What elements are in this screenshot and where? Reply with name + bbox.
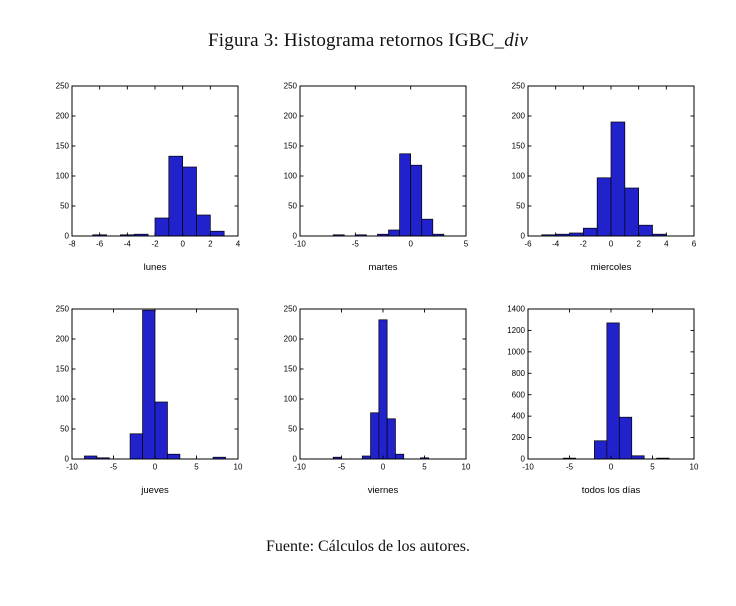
svg-text:200: 200 bbox=[284, 112, 298, 121]
svg-text:0: 0 bbox=[180, 240, 185, 249]
svg-text:150: 150 bbox=[56, 365, 70, 374]
svg-text:-2: -2 bbox=[151, 240, 159, 249]
svg-text:-6: -6 bbox=[524, 240, 532, 249]
svg-text:50: 50 bbox=[288, 425, 297, 434]
svg-text:100: 100 bbox=[512, 172, 526, 181]
histogram-panel-todos-los-dias: -10 -5 0 5 10 0 200 400 600 800 1000 1200 1400 todos… bbox=[490, 301, 702, 496]
histogram-panel-viernes: -10 -5 0 5 10 0 50 100 150 200 250 viernes bbox=[262, 301, 474, 496]
svg-text:10: 10 bbox=[234, 463, 243, 472]
svg-text:-5: -5 bbox=[566, 463, 574, 472]
svg-text:5: 5 bbox=[650, 463, 655, 472]
svg-text:6: 6 bbox=[692, 240, 697, 249]
x-axis-label-jueves: jueves bbox=[141, 485, 169, 496]
svg-text:200: 200 bbox=[56, 112, 70, 121]
svg-text:200: 200 bbox=[512, 433, 526, 442]
svg-text:100: 100 bbox=[284, 172, 298, 181]
svg-text:-5: -5 bbox=[110, 463, 118, 472]
svg-text:-5: -5 bbox=[352, 240, 360, 249]
x-axis-label-viernes: viernes bbox=[367, 485, 399, 496]
svg-text:0: 0 bbox=[153, 463, 158, 472]
svg-text:10: 10 bbox=[690, 463, 699, 472]
svg-text:5: 5 bbox=[194, 463, 199, 472]
svg-text:-4: -4 bbox=[552, 240, 560, 249]
figure-title-text: Figura 3: Histograma retornos IGBC_ bbox=[208, 30, 505, 51]
svg-text:10: 10 bbox=[462, 463, 471, 472]
svg-text:250: 250 bbox=[284, 305, 298, 314]
histogram-panel-martes: -10 -5 0 5 0 50 100 150 200 250 martes bbox=[262, 78, 474, 273]
svg-text:-5: -5 bbox=[338, 463, 346, 472]
svg-text:1200: 1200 bbox=[507, 326, 525, 335]
histogram-panel-jueves: -10 -5 0 5 10 0 50 100 150 200 250 jueves bbox=[34, 301, 246, 496]
svg-text:4: 4 bbox=[236, 240, 241, 249]
x-axis-label-lunes: lunes bbox=[143, 262, 167, 273]
svg-text:-10: -10 bbox=[294, 240, 306, 249]
svg-text:150: 150 bbox=[56, 142, 70, 151]
svg-text:200: 200 bbox=[56, 335, 70, 344]
svg-text:150: 150 bbox=[284, 365, 298, 374]
svg-text:100: 100 bbox=[56, 395, 70, 404]
svg-text:0: 0 bbox=[381, 463, 386, 472]
svg-text:200: 200 bbox=[284, 335, 298, 344]
svg-text:150: 150 bbox=[284, 142, 298, 151]
svg-text:-2: -2 bbox=[580, 240, 588, 249]
svg-text:0: 0 bbox=[408, 240, 413, 249]
svg-text:2: 2 bbox=[208, 240, 213, 249]
svg-text:0: 0 bbox=[609, 240, 614, 249]
figure-title-italic: div bbox=[504, 30, 528, 51]
svg-text:0: 0 bbox=[293, 232, 298, 241]
svg-text:250: 250 bbox=[284, 82, 298, 91]
svg-text:250: 250 bbox=[56, 305, 70, 314]
svg-text:4: 4 bbox=[664, 240, 669, 249]
histogram-panel-miercoles: -6 -4 -2 0 2 4 6 0 50 100 150 200 250 miercoles bbox=[490, 78, 702, 273]
svg-text:800: 800 bbox=[512, 369, 526, 378]
svg-text:250: 250 bbox=[56, 82, 70, 91]
x-axis-label-todos-los-dias: todos los días bbox=[581, 485, 641, 496]
svg-text:400: 400 bbox=[512, 412, 526, 421]
svg-text:0: 0 bbox=[609, 463, 614, 472]
x-axis-label-miercoles: miercoles bbox=[590, 262, 632, 273]
svg-text:0: 0 bbox=[521, 455, 526, 464]
svg-text:0: 0 bbox=[521, 232, 526, 241]
svg-text:-6: -6 bbox=[96, 240, 104, 249]
svg-text:0: 0 bbox=[65, 232, 70, 241]
svg-text:0: 0 bbox=[293, 455, 298, 464]
histogram-lunes-chart: -8 -6 -4 -2 0 2 4 0 50 100 150 200 250 bbox=[56, 82, 241, 249]
svg-text:50: 50 bbox=[516, 202, 525, 211]
svg-text:50: 50 bbox=[288, 202, 297, 211]
svg-text:5: 5 bbox=[422, 463, 427, 472]
svg-text:100: 100 bbox=[284, 395, 298, 404]
svg-text:-10: -10 bbox=[522, 463, 534, 472]
svg-text:-4: -4 bbox=[124, 240, 132, 249]
svg-text:150: 150 bbox=[512, 142, 526, 151]
histogram-grid: -8 -6 -4 -2 0 2 4 0 50 100 150 200 250 lunes -10 -5 0 5… bbox=[0, 78, 736, 496]
histogram-panel-lunes: -8 -6 -4 -2 0 2 4 0 50 100 150 200 250 lunes bbox=[34, 78, 246, 273]
svg-text:100: 100 bbox=[56, 172, 70, 181]
figure-caption: Fuente: Cálculos de los autores. bbox=[266, 538, 470, 555]
svg-text:1400: 1400 bbox=[507, 305, 525, 314]
figure-title: Figura 3: Histograma retornos IGBC_div bbox=[0, 0, 736, 52]
svg-text:600: 600 bbox=[512, 390, 526, 399]
svg-text:-8: -8 bbox=[68, 240, 76, 249]
svg-text:5: 5 bbox=[464, 240, 469, 249]
histogram-todos-los-dias-chart: -10 -5 0 5 10 0 200 400 600 800 1000 1200 1400 bbox=[507, 305, 699, 472]
svg-text:1000: 1000 bbox=[507, 347, 525, 356]
x-axis-label-martes: martes bbox=[368, 262, 398, 273]
svg-text:-10: -10 bbox=[294, 463, 306, 472]
svg-text:2: 2 bbox=[636, 240, 641, 249]
svg-text:50: 50 bbox=[60, 202, 69, 211]
svg-text:-10: -10 bbox=[66, 463, 78, 472]
svg-text:200: 200 bbox=[512, 112, 526, 121]
svg-text:0: 0 bbox=[65, 455, 70, 464]
svg-text:250: 250 bbox=[512, 82, 526, 91]
histogram-miercoles-chart: -6 -4 -2 0 2 4 6 0 50 100 150 200 250 bbox=[512, 82, 697, 249]
svg-text:50: 50 bbox=[60, 425, 69, 434]
